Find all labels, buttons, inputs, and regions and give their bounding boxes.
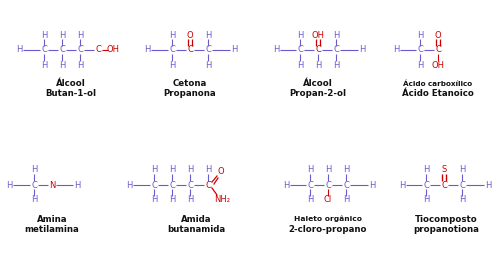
Text: C: C [307, 181, 313, 189]
Text: O: O [187, 31, 193, 39]
Text: H: H [369, 181, 375, 189]
Text: H: H [343, 165, 349, 174]
Text: C: C [205, 181, 211, 189]
Text: H: H [205, 60, 211, 69]
Text: C: C [95, 45, 101, 55]
Text: Propanona: Propanona [164, 89, 216, 98]
Text: Propan-2-ol: Propan-2-ol [289, 89, 346, 98]
Text: C: C [77, 45, 83, 55]
Text: Álcool: Álcool [56, 80, 86, 89]
Text: C: C [435, 45, 441, 55]
Text: H: H [169, 31, 175, 39]
Text: C: C [187, 181, 193, 189]
Text: H: H [205, 165, 211, 174]
Text: H: H [126, 181, 132, 189]
Text: Álcool: Álcool [303, 80, 333, 89]
Text: C: C [423, 181, 429, 189]
Text: OH: OH [431, 60, 444, 69]
Text: H: H [423, 196, 429, 205]
Text: OH: OH [106, 45, 119, 55]
Text: C: C [297, 45, 303, 55]
Text: C: C [325, 181, 331, 189]
Text: propanotiona: propanotiona [413, 225, 479, 234]
Text: H: H [41, 31, 47, 39]
Text: H: H [6, 181, 12, 189]
Text: Tiocomposto: Tiocomposto [414, 214, 478, 223]
Text: H: H [59, 31, 65, 39]
Text: C: C [315, 45, 321, 55]
Text: H: H [187, 196, 193, 205]
Text: N: N [49, 181, 55, 189]
Text: C: C [417, 45, 423, 55]
Text: C: C [169, 45, 175, 55]
Text: H: H [297, 31, 303, 39]
Text: H: H [399, 181, 405, 189]
Text: H: H [307, 196, 313, 205]
Text: H: H [359, 45, 365, 55]
Text: H: H [169, 196, 175, 205]
Text: H: H [459, 165, 465, 174]
Text: Ácido Etanoico: Ácido Etanoico [402, 89, 474, 98]
Text: S: S [441, 165, 447, 174]
Text: 2-cloro-propano: 2-cloro-propano [289, 225, 367, 234]
Text: C: C [441, 181, 447, 189]
Text: O: O [435, 31, 441, 39]
Text: H: H [151, 196, 157, 205]
Text: Cl: Cl [324, 196, 332, 205]
Text: H: H [169, 165, 175, 174]
Text: H: H [459, 196, 465, 205]
Text: O: O [218, 167, 224, 176]
Text: H: H [417, 31, 423, 39]
Text: NH₂: NH₂ [214, 196, 230, 205]
Text: butanamida: butanamida [167, 225, 225, 234]
Text: H: H [343, 196, 349, 205]
Text: H: H [315, 60, 321, 69]
Text: H: H [231, 45, 237, 55]
Text: C: C [205, 45, 211, 55]
Text: H: H [273, 45, 279, 55]
Text: C: C [333, 45, 339, 55]
Text: H: H [151, 165, 157, 174]
Text: H: H [41, 60, 47, 69]
Text: H: H [77, 31, 83, 39]
Text: H: H [307, 165, 313, 174]
Text: H: H [205, 31, 211, 39]
Text: H: H [59, 60, 65, 69]
Text: H: H [31, 165, 37, 174]
Text: H: H [283, 181, 289, 189]
Text: H: H [417, 60, 423, 69]
Text: Amida: Amida [181, 214, 211, 223]
Text: H: H [325, 165, 331, 174]
Text: Butan-1-ol: Butan-1-ol [46, 89, 96, 98]
Text: Ácido carboxílico: Ácido carboxílico [404, 81, 473, 87]
Text: C: C [343, 181, 349, 189]
Text: H: H [423, 165, 429, 174]
Text: H: H [333, 31, 339, 39]
Text: metilamina: metilamina [25, 225, 80, 234]
Text: H: H [297, 60, 303, 69]
Text: C: C [459, 181, 465, 189]
Text: OH: OH [312, 31, 325, 39]
Text: H: H [144, 45, 150, 55]
Text: H: H [31, 196, 37, 205]
Text: C: C [187, 45, 193, 55]
Text: H: H [16, 45, 22, 55]
Text: H: H [485, 181, 491, 189]
Text: Amina: Amina [37, 214, 67, 223]
Text: C: C [31, 181, 37, 189]
Text: Cetona: Cetona [173, 80, 207, 89]
Text: C: C [41, 45, 47, 55]
Text: C: C [59, 45, 65, 55]
Text: H: H [187, 165, 193, 174]
Text: H: H [77, 60, 83, 69]
Text: H: H [393, 45, 399, 55]
Text: C: C [169, 181, 175, 189]
Text: H: H [169, 60, 175, 69]
Text: H: H [333, 60, 339, 69]
Text: H: H [74, 181, 80, 189]
Text: Haleto orgânico: Haleto orgânico [294, 216, 362, 222]
Text: C: C [151, 181, 157, 189]
